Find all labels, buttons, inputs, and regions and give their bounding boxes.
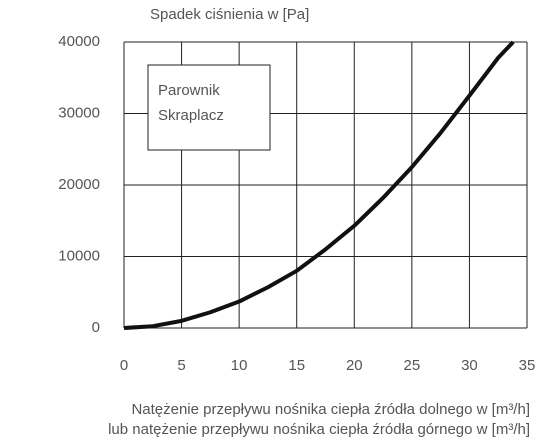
legend-label: Parownik <box>158 82 220 99</box>
x-tick-label: 0 <box>120 357 128 374</box>
x-tick-label: 10 <box>231 357 248 374</box>
legend-label: Skraplacz <box>158 107 224 124</box>
x-tick-label: 15 <box>288 357 305 374</box>
y-tick-label: 40000 <box>58 33 100 50</box>
curve <box>123 40 515 330</box>
y-tick-label: 10000 <box>58 247 100 264</box>
x-tick-label: 35 <box>519 357 536 374</box>
x-axis-label: lub natężenie przepływu nośnika ciepła ź… <box>108 421 530 438</box>
y-tick-label: 0 <box>92 319 100 336</box>
x-tick-label: 20 <box>346 357 363 374</box>
x-tick-label: 25 <box>404 357 421 374</box>
x-tick-label: 5 <box>177 357 185 374</box>
y-tick-label: 20000 <box>58 176 100 193</box>
y-tick-label: 30000 <box>58 104 100 121</box>
legend-box <box>147 64 271 151</box>
chart-title: Spadek ciśnienia w [Pa] <box>150 6 309 23</box>
x-axis-label: Natężenie przepływu nośnika ciepła źródł… <box>131 401 530 418</box>
x-tick-label: 30 <box>461 357 478 374</box>
